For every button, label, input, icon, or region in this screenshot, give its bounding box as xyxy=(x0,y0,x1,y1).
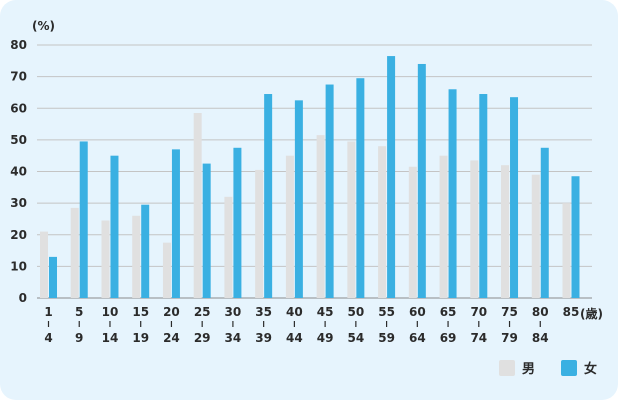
bar-female xyxy=(79,141,88,298)
bar-male xyxy=(316,135,325,298)
bar-female xyxy=(540,147,549,298)
y-tick-label: 20 xyxy=(10,228,27,242)
x-tick-label-end: 84 xyxy=(532,331,549,345)
x-tick-label-end: 74 xyxy=(470,331,487,345)
legend-swatch-male xyxy=(499,360,515,376)
bar-male xyxy=(501,165,510,298)
bar-female xyxy=(479,94,488,298)
legend-label-female: 女 xyxy=(584,361,597,377)
bar-male xyxy=(40,231,48,298)
bar-female xyxy=(233,147,242,298)
bar-male xyxy=(132,215,141,298)
x-tick-label-end: 9 xyxy=(75,331,83,345)
bar-female xyxy=(571,176,580,298)
y-tick-label: 80 xyxy=(10,38,27,52)
x-tick-label-start: 35 xyxy=(255,305,272,319)
y-tick-label: 70 xyxy=(10,70,27,84)
bar-male xyxy=(562,203,571,298)
y-tick-label: 30 xyxy=(10,196,27,210)
bar-male xyxy=(162,242,171,298)
x-tick-label-start: 25 xyxy=(194,305,211,319)
x-tick-label-end: 19 xyxy=(132,331,149,345)
bar-male xyxy=(285,155,294,298)
bar-female xyxy=(202,163,211,298)
bar-female xyxy=(356,78,365,298)
bar-male xyxy=(224,196,233,298)
bar-female xyxy=(171,149,180,298)
x-tick-label-start: 75 xyxy=(501,305,518,319)
bar-female xyxy=(510,97,519,299)
x-tick-label-start: 15 xyxy=(132,305,149,319)
x-tick-label-start: 5 xyxy=(75,305,83,319)
x-tick-label-end: 54 xyxy=(348,331,365,345)
bar-male xyxy=(408,166,417,298)
x-tick-label-start: 65 xyxy=(440,305,457,319)
x-tick-label-end: 64 xyxy=(409,331,426,345)
y-tick-label: 60 xyxy=(10,101,27,115)
x-tick-label-start: 60 xyxy=(409,305,426,319)
x-tick-label-start: 70 xyxy=(470,305,487,319)
bar-male xyxy=(439,155,448,298)
bar-female xyxy=(264,94,273,298)
y-tick-label: 0 xyxy=(19,291,27,305)
x-axis-unit: (歳) xyxy=(580,306,603,321)
bar-female xyxy=(49,256,57,298)
x-tick-label-start: 1 xyxy=(44,305,52,319)
bar-female xyxy=(294,100,303,298)
legend-swatch-female xyxy=(561,360,577,376)
bar-female xyxy=(448,89,457,299)
bar-female xyxy=(110,155,119,298)
bar-female xyxy=(417,63,426,298)
x-tick-label-end: 69 xyxy=(440,331,457,345)
bar-female xyxy=(141,204,150,298)
x-tick-label-end: 39 xyxy=(255,331,272,345)
x-tick-label-end: 49 xyxy=(317,331,334,345)
bar-male xyxy=(193,112,202,299)
x-tick-label-end: 44 xyxy=(286,331,303,345)
x-tick-label-start: 20 xyxy=(163,305,180,319)
bars xyxy=(40,56,580,299)
bar-female xyxy=(387,56,396,298)
grid-lines xyxy=(37,44,592,299)
x-tick-label-start: 10 xyxy=(102,305,119,319)
bar-female xyxy=(325,84,334,298)
bar-male xyxy=(378,146,387,298)
bar-male xyxy=(531,174,540,298)
x-tick-label-start: 55 xyxy=(378,305,395,319)
y-axis-ticks: 0 10 20 30 40 50 60 70 80 xyxy=(10,38,27,305)
x-tick-label-end: 24 xyxy=(163,331,180,345)
x-tick-label-start: 30 xyxy=(225,305,242,319)
bar-male xyxy=(101,220,110,298)
x-tick-label-end: 79 xyxy=(501,331,518,345)
x-tick-label-start: 40 xyxy=(286,305,303,319)
x-axis-ticks: 1459101415192024252930343539404445495054… xyxy=(44,305,579,345)
x-tick-label-start: 45 xyxy=(317,305,334,319)
x-tick-label-start: 85 xyxy=(563,305,580,319)
legend: 男 女 xyxy=(499,360,597,377)
bar-male xyxy=(347,141,356,298)
y-tick-label: 50 xyxy=(10,133,27,147)
legend-label-male: 男 xyxy=(522,362,535,377)
x-tick-label-end: 59 xyxy=(378,331,395,345)
x-tick-label-end: 29 xyxy=(194,331,211,345)
x-tick-label-start: 80 xyxy=(532,305,549,319)
x-tick-label-start: 50 xyxy=(348,305,365,319)
y-axis-unit: (%) xyxy=(32,19,55,33)
bar-male xyxy=(470,160,479,298)
y-tick-label: 40 xyxy=(10,165,27,179)
bar-male xyxy=(255,169,264,298)
x-tick-label-end: 14 xyxy=(102,331,119,345)
x-tick-label-end: 4 xyxy=(44,331,52,345)
bar-male xyxy=(70,207,79,298)
y-tick-label: 10 xyxy=(10,259,27,273)
x-tick-label-end: 34 xyxy=(225,331,242,345)
